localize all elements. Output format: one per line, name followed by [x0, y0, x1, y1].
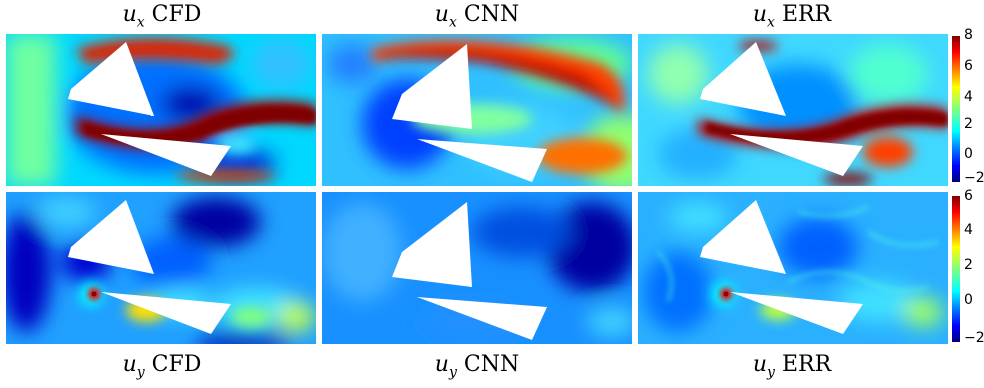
colorbar-bottom-tick: −2 [964, 330, 984, 346]
title-uy-err: uy ERR [752, 352, 832, 381]
colorbar-top-tick: 6 [964, 58, 973, 74]
colorbar-top-tick: 2 [964, 116, 973, 132]
title-ux-cnn: ux CNN [434, 2, 520, 31]
colorbar-top-tick: 0 [964, 146, 973, 162]
colorbar-bottom-tick: 0 [964, 292, 973, 308]
title-uy-cfd: uy CFD [122, 352, 202, 381]
title-uy-cnn: uy CNN [434, 352, 520, 381]
panel-uy-err [638, 192, 948, 344]
colorbar-bottom [952, 196, 960, 342]
panel-uy-cfd [6, 192, 316, 344]
colorbar-top-tick: 4 [964, 89, 973, 105]
panel-uy-cnn [322, 192, 632, 344]
panel-ux-cfd [6, 34, 316, 186]
panel-ux-err [638, 34, 948, 186]
colorbar-bottom-tick: 2 [964, 257, 973, 273]
colorbar-bottom-tick: 4 [964, 222, 973, 238]
title-ux-cfd: ux CFD [122, 2, 202, 31]
colorbar-top-tick: 8 [964, 27, 973, 43]
title-ux-err: ux ERR [752, 2, 832, 31]
panel-ux-cnn [322, 34, 632, 186]
colorbar-top-tick: −2 [964, 170, 984, 186]
colorbar-bottom-tick: 6 [964, 188, 973, 204]
colorbar-top [952, 36, 960, 182]
